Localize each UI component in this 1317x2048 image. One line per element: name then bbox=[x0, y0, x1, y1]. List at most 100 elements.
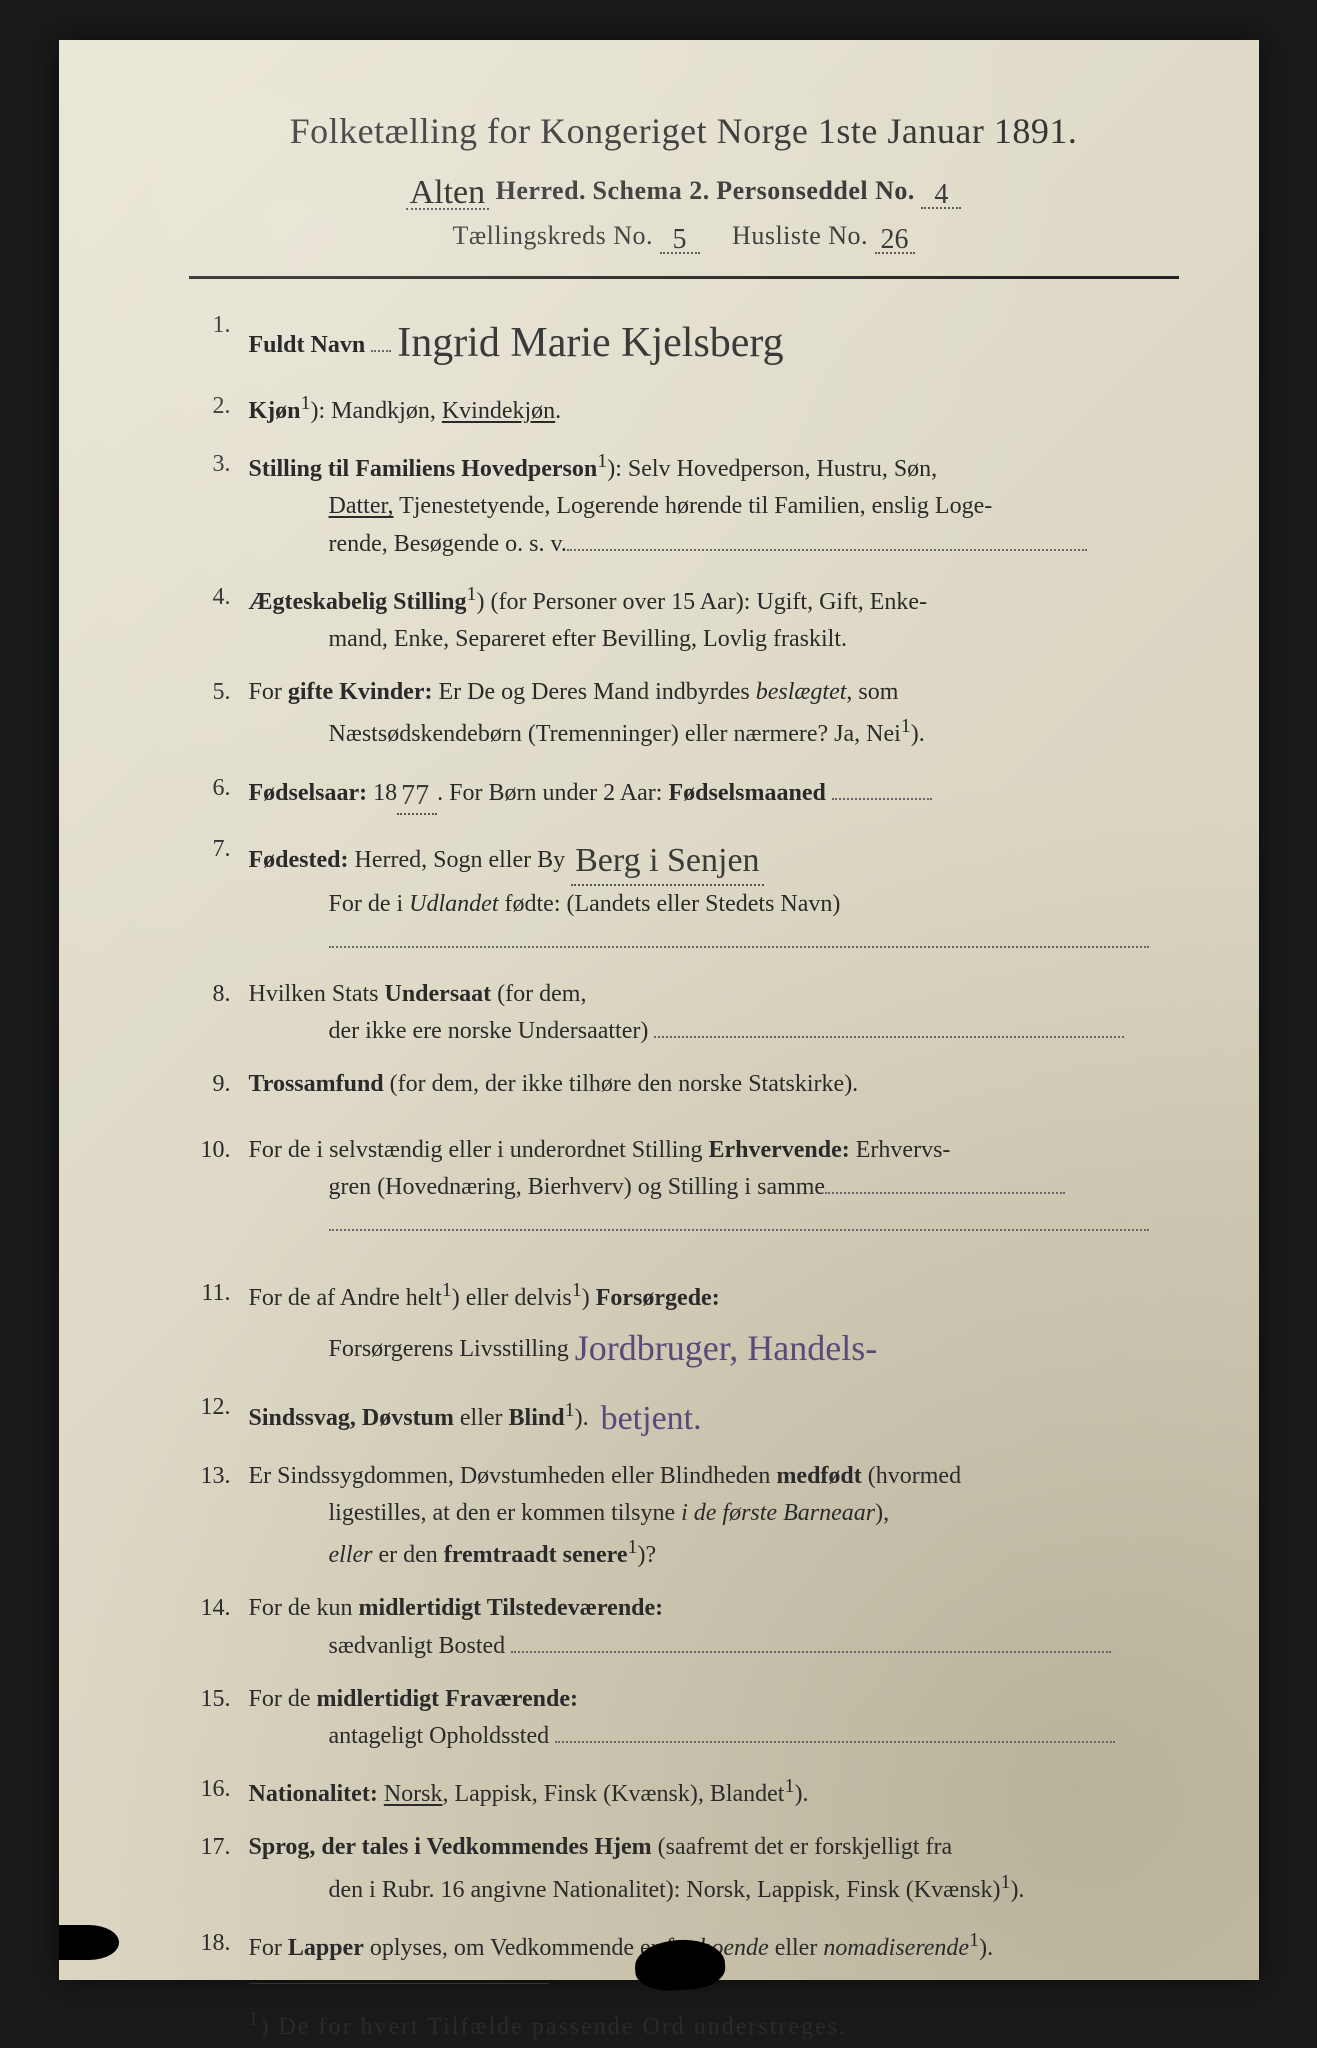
underlined-option: Kvindekjøn bbox=[442, 398, 555, 424]
entry-text: 18 bbox=[367, 780, 397, 806]
entry-row: 8. Hvilken Stats Undersaat (for dem, der… bbox=[189, 976, 1179, 1050]
entry-cont: mand, Enke, Separeret efter Bevilling, L… bbox=[329, 626, 848, 652]
entry-num: 17. bbox=[189, 1829, 249, 1866]
footnote-ref: 1 bbox=[442, 1279, 452, 1301]
entry-num: 13. bbox=[189, 1458, 249, 1495]
entry-pre: For de af Andre helt bbox=[249, 1285, 442, 1311]
entry-cont: den i Rubr. 16 angivne Nationalitet): No… bbox=[329, 1877, 1001, 1903]
entry-row: 10. For de i selvstændig eller i underor… bbox=[189, 1132, 1179, 1244]
entry-label: medfødt bbox=[776, 1463, 861, 1489]
footnote-rule bbox=[249, 1983, 549, 1984]
entry-label: Fødselsaar: bbox=[249, 780, 368, 806]
entry-num: 16. bbox=[189, 1771, 249, 1808]
entry-row: 5. For gifte Kvinder: Er De og Deres Man… bbox=[189, 674, 1179, 753]
kreds-no: 5 bbox=[673, 224, 687, 256]
entry-cont: antageligt Opholdssted bbox=[329, 1723, 550, 1749]
entry-num: 14. bbox=[189, 1590, 249, 1627]
entry-italic: Udlandet bbox=[409, 891, 498, 917]
entries: 1. Fuldt Navn Ingrid Marie Kjelsberg 2. … bbox=[189, 307, 1179, 1967]
entry-num: 4. bbox=[189, 579, 249, 616]
entry-tail: ). bbox=[911, 721, 925, 747]
entry-cont: gren (Hovednæring, Bierhverv) og Stillin… bbox=[329, 1174, 826, 1200]
entry-row: 6. Fødselsaar: 1877. For Børn under 2 Aa… bbox=[189, 770, 1179, 815]
entry-text: (for dem, bbox=[491, 981, 586, 1007]
entry-label: gifte Kvinder: bbox=[288, 679, 433, 705]
entry-num: 18. bbox=[189, 1925, 249, 1962]
entry-num: 2. bbox=[189, 388, 249, 425]
entry-text: , Lappisk, Finsk (Kvænsk), Blandet bbox=[442, 1781, 784, 1807]
entry-cont: Næstsødskendebørn (Tremenninger) eller n… bbox=[329, 721, 901, 747]
entry-cont: ), bbox=[875, 1500, 889, 1526]
entry-row: 17. Sprog, der tales i Vedkommendes Hjem… bbox=[189, 1829, 1179, 1908]
underlined-option: Norsk bbox=[384, 1781, 443, 1807]
entry-label: Stilling til Familiens Hovedperson bbox=[249, 456, 598, 482]
header-line-3: Tællingskreds No. 5 Husliste No. 26 bbox=[189, 220, 1179, 254]
full-name: Ingrid Marie Kjelsberg bbox=[397, 311, 783, 376]
entry-text: , som bbox=[846, 679, 898, 705]
entry-num: 15. bbox=[189, 1681, 249, 1718]
footnote-ref: 1 bbox=[467, 583, 477, 605]
entry-pre: For de i selvstændig eller i underordnet… bbox=[249, 1137, 709, 1163]
entry-tail: ). bbox=[979, 1935, 993, 1961]
entry-label: Sprog, der tales i Vedkommendes Hjem bbox=[249, 1834, 652, 1860]
entry-label: Blind bbox=[509, 1405, 565, 1431]
birth-year: 77 bbox=[401, 774, 429, 817]
entry-text: ) bbox=[582, 1285, 596, 1311]
entry-cont: der ikke ere norske Undersaatter) bbox=[329, 1018, 649, 1044]
entry-num: 9. bbox=[189, 1066, 249, 1103]
entry-num: 11. bbox=[189, 1275, 249, 1312]
footnote-text: ) De for hvert Tilfælde passende Ord und… bbox=[261, 2014, 848, 2040]
entry-label: fremtraadt senere bbox=[444, 1542, 628, 1568]
birthplace: Berg i Senjen bbox=[575, 835, 759, 888]
footnote-ref: 1 bbox=[301, 392, 311, 414]
page-title: Folketælling for Kongeriget Norge 1ste J… bbox=[189, 110, 1179, 152]
footnote-ref: 1 bbox=[597, 450, 607, 472]
entry-num: 1. bbox=[189, 307, 249, 344]
entry-label: Fødested: bbox=[249, 847, 349, 873]
entry-pre: Hvilken Stats bbox=[249, 981, 385, 1007]
entry-label: Kjøn bbox=[249, 398, 301, 424]
entry-pre: For de bbox=[249, 1686, 317, 1712]
footnote-ref: 1 bbox=[901, 715, 911, 737]
entry-row: 9. Trossamfund (for dem, der ikke tilhør… bbox=[189, 1066, 1179, 1103]
entry-row: 1. Fuldt Navn Ingrid Marie Kjelsberg bbox=[189, 307, 1179, 372]
entry-row: 2. Kjøn1): Mandkjøn, Kvindekjøn. bbox=[189, 388, 1179, 430]
provider-occupation: Jordbruger, Handels- bbox=[575, 1321, 877, 1377]
entry-row: 14. For de kun midlertidigt Tilstedevære… bbox=[189, 1590, 1179, 1664]
entry-text: ) eller delvis bbox=[452, 1285, 572, 1311]
entry-row: 12. Sindssvag, Døvstum eller Blind1). be… bbox=[189, 1389, 1179, 1442]
entry-cont: er den bbox=[372, 1542, 443, 1568]
label-personseddel: Personseddel No. bbox=[716, 176, 915, 205]
entry-text: Erhvervs- bbox=[850, 1137, 951, 1163]
footnote-ref: 1 bbox=[627, 1536, 637, 1558]
entry-tail: ). bbox=[575, 1405, 589, 1431]
entry-text: oplyses, om Vedkommende er bbox=[364, 1935, 665, 1961]
entry-label: Fuldt Navn bbox=[249, 332, 366, 358]
entry-label: Ægteskabelig Stilling bbox=[249, 589, 467, 615]
entry-text: (saafremt det er forskjelligt fra bbox=[652, 1834, 953, 1860]
entry-text: . For Børn under 2 Aar: bbox=[437, 780, 668, 806]
ink-stain bbox=[59, 1925, 119, 1960]
entry-tail: ). bbox=[1010, 1877, 1024, 1903]
entry-text: (for dem, der ikke tilhøre den norske St… bbox=[384, 1071, 859, 1097]
entry-label: midlertidigt Fraværende: bbox=[317, 1686, 579, 1712]
entry-num: 7. bbox=[189, 831, 249, 868]
census-form-page: Folketælling for Kongeriget Norge 1ste J… bbox=[59, 40, 1259, 1980]
entry-pre: For de kun bbox=[249, 1595, 359, 1621]
header-divider bbox=[189, 276, 1179, 279]
entry-cont: fødte: (Landets eller Stedets Navn) bbox=[499, 891, 841, 917]
husliste-no: 26 bbox=[881, 224, 909, 256]
underlined-option: Datter, bbox=[329, 493, 394, 519]
entry-num: 5. bbox=[189, 674, 249, 711]
entry-num: 12. bbox=[189, 1389, 249, 1426]
entry-italic: beslægtet bbox=[756, 679, 847, 705]
entry-row: 16. Nationalitet: Norsk, Lappisk, Finsk … bbox=[189, 1771, 1179, 1813]
entry-num: 3. bbox=[189, 446, 249, 483]
footnote-mark: 1 bbox=[249, 2008, 261, 2030]
label-herred: Herred. bbox=[496, 176, 586, 205]
entry-italic: nomadiserende bbox=[823, 1935, 969, 1961]
entry-pre: For bbox=[249, 679, 288, 705]
entry-cont: sædvanligt Bosted bbox=[329, 1633, 506, 1659]
entry-text: ): Selv Hovedperson, Hustru, Søn, bbox=[607, 456, 937, 482]
footnote-ref: 1 bbox=[784, 1775, 794, 1797]
